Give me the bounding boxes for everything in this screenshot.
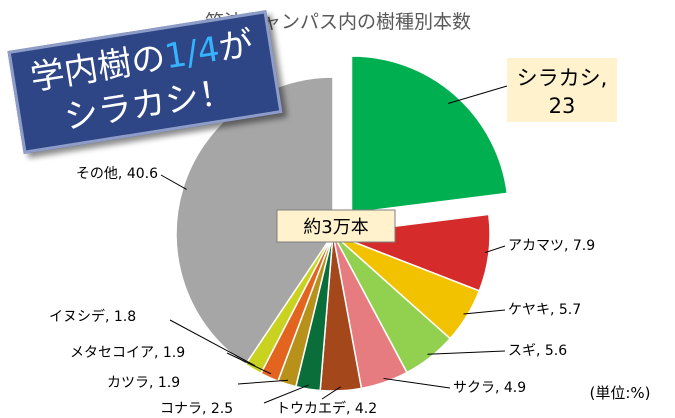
leader-line [321, 386, 341, 400]
slice-label: メタセコイア, 1.9 [70, 345, 185, 361]
total-label: 約3万本 [303, 217, 368, 238]
slice-label: カツラ, 1.9 [107, 375, 180, 391]
callout-highlight: 1/4 [161, 29, 223, 78]
unit-note: (単位:%) [589, 384, 650, 402]
leader-line [169, 319, 256, 367]
slice-label: シラカシ, [517, 66, 608, 90]
leader-line [263, 384, 309, 404]
leader-line [447, 85, 508, 104]
leader-line [160, 174, 187, 190]
pie-slice-11 [175, 76, 334, 366]
leader-line [484, 245, 506, 254]
leader-line [226, 352, 272, 375]
slice-label: ケヤキ, 5.7 [508, 302, 581, 318]
slice-labels: シラカシ, 23 アカマツ, 7.9 ケヤキ, 5.7 スギ, 5.6 サクラ, 4.9 ト… [49, 58, 617, 417]
slice-label: その他, 40.6 [76, 166, 158, 182]
leader-line [463, 309, 506, 315]
slice-label: トウカエデ, 4.2 [276, 400, 377, 417]
pie-slice-1 [350, 55, 509, 214]
leader-line [427, 350, 506, 355]
slice-label: アカマツ, 7.9 [508, 238, 595, 254]
leader-line [383, 377, 451, 389]
slice-label: スギ, 5.6 [508, 343, 567, 359]
slice-label: サクラ, 4.9 [453, 380, 526, 396]
total-callout: 約3万本 [276, 209, 396, 243]
slice-label: イヌシデ, 1.8 [49, 308, 136, 325]
slice-value: 23 [549, 94, 576, 118]
slice-label: コナラ, 2.5 [160, 401, 233, 417]
chart-title: 筑波キャンパス内の樹種別本数 [205, 11, 471, 33]
leader-line [237, 379, 289, 385]
highlight-label-box [507, 58, 617, 122]
